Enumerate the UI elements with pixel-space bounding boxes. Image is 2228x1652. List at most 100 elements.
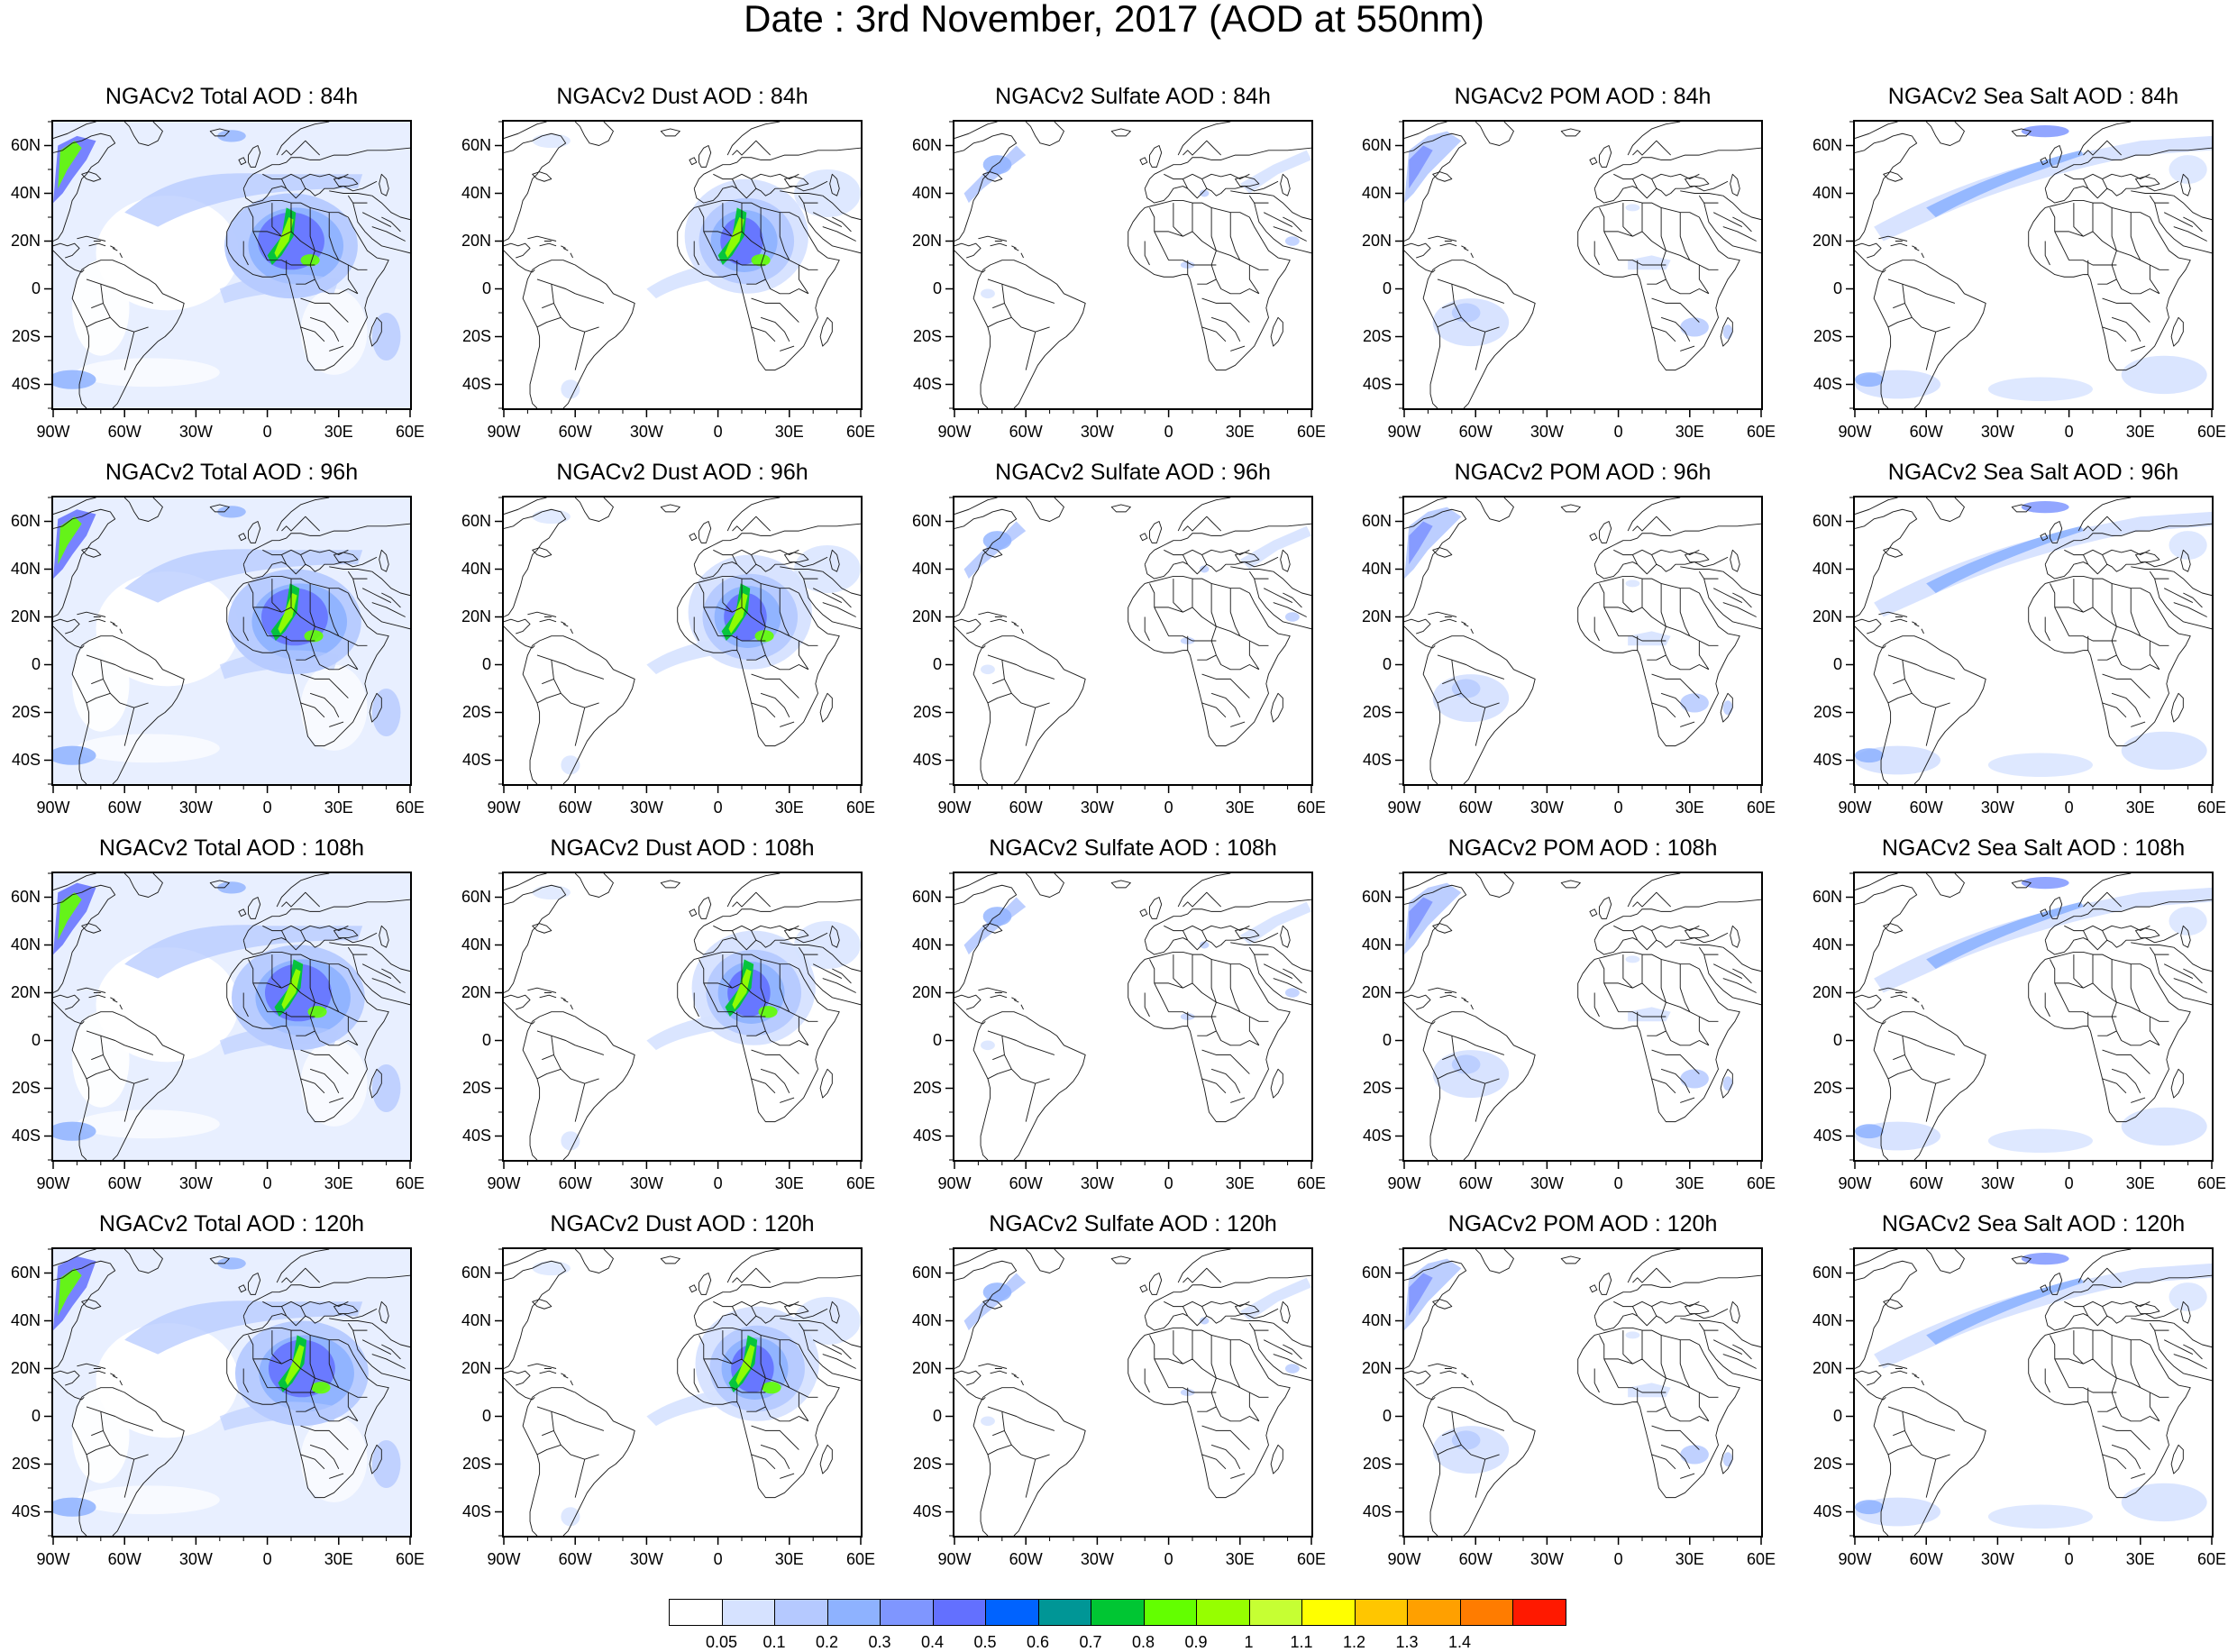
lat-tick-label: 0 (1832, 1406, 1842, 1425)
aod-shading (1239, 1277, 1311, 1321)
lat-tick-label: 60N (1361, 135, 1392, 154)
lon-tick-label: 60E (1746, 1174, 1776, 1192)
lat-tick-label: 60N (1361, 1263, 1392, 1282)
lat-tick-label: 40S (1813, 374, 1842, 393)
lat-tick-label: 20S (461, 326, 491, 345)
aod-map (1404, 497, 1761, 784)
lon-tick-label: 0 (1164, 799, 1173, 817)
aod-shading (124, 925, 363, 979)
lat-tick-label: 40N (1361, 1310, 1392, 1329)
lat-tick-label: 0 (1382, 654, 1392, 673)
aod-shading (1625, 955, 1640, 963)
aod-shading (1987, 1504, 2093, 1529)
lat-tick-label: 0 (1382, 1030, 1392, 1049)
colorbar-label: 0.9 (1184, 1633, 1208, 1651)
colorbar-swatch (669, 1599, 723, 1626)
lon-tick-label: 30E (774, 1550, 804, 1568)
lon-tick-label: 60E (395, 1550, 425, 1568)
aod-map (1404, 1249, 1761, 1536)
aod-shading (981, 1040, 995, 1051)
lat-tick-label: 20N (10, 607, 41, 625)
aod-shading (1432, 1050, 1510, 1099)
aod-shading (1239, 525, 1311, 570)
lon-tick-label: 0 (2064, 1174, 2074, 1192)
aod-shading (1284, 988, 1300, 998)
lat-tick-label: 40S (1362, 750, 1392, 769)
lat-tick-label: 20N (911, 607, 942, 625)
lon-tick-label: 60E (1296, 799, 1327, 817)
lon-tick-label: 60E (845, 799, 876, 817)
lat-tick-label: 40S (461, 1501, 491, 1520)
aod-shading (1680, 1069, 1709, 1089)
aod-shading (735, 1345, 755, 1386)
aod-shading (1722, 1452, 1733, 1467)
lat-tick-label: 60N (10, 1263, 41, 1282)
aod-shading (217, 506, 246, 518)
lon-tick-label: 0 (2064, 799, 2074, 817)
lat-tick-label: 0 (481, 278, 491, 297)
lat-tick-label: 60N (1812, 135, 1842, 154)
colorbar-swatch (826, 1599, 881, 1626)
aod-shading (217, 1257, 246, 1270)
aod-shading (794, 1297, 861, 1345)
colorbar-swatch (1407, 1599, 1461, 1626)
colorbar-label: 0.1 (762, 1633, 786, 1651)
lon-tick-label: 0 (2064, 1550, 2074, 1568)
lon-tick-label: 30W (1980, 1550, 2014, 1568)
lon-tick-label: 30E (1225, 1550, 1255, 1568)
lon-tick-label: 0 (2064, 423, 2074, 441)
aod-shading (532, 885, 571, 900)
map-frame (502, 120, 863, 410)
aod-shading (124, 549, 363, 603)
colorbar-label: 0.5 (973, 1633, 997, 1651)
lat-tick-label: 0 (481, 1030, 491, 1049)
lon-tick-label: 0 (1613, 799, 1623, 817)
lat-tick-label: 20S (1362, 326, 1392, 345)
lon-tick-label: 60W (1458, 423, 1493, 441)
aod-shading (2021, 124, 2069, 138)
aod-shading (1722, 324, 1733, 340)
colorbar-label: 1.4 (1447, 1633, 1472, 1651)
map-frame (502, 1247, 863, 1538)
lat-tick-label: 40N (911, 559, 942, 578)
lon-tick-label: 0 (1164, 423, 1173, 441)
aod-shading (754, 630, 774, 643)
lat-tick-label: 20S (461, 1078, 491, 1097)
aod-shading (281, 969, 301, 1010)
lat-tick-label: 60N (10, 135, 41, 154)
colorbar-swatch (1143, 1599, 1197, 1626)
lon-tick-label: 0 (1613, 423, 1623, 441)
aod-shading (751, 254, 771, 267)
aod-shading (1680, 1445, 1709, 1465)
aod-shading (732, 969, 752, 1010)
aod-shading (1722, 1076, 1733, 1091)
lon-tick-label: 30E (2125, 799, 2155, 817)
lon-tick-label: 60E (1746, 799, 1776, 817)
lat-tick-label: 60N (911, 1263, 942, 1282)
lat-tick-label: 0 (1382, 1406, 1392, 1425)
aod-shading (1451, 1430, 1481, 1450)
lon-tick-label: 30E (1225, 799, 1255, 817)
lon-tick-label: 60W (1909, 799, 1943, 817)
lon-tick-label: 90W (937, 1174, 972, 1192)
lon-tick-label: 30E (324, 799, 353, 817)
lon-tick-label: 60W (1458, 1550, 1493, 1568)
aod-shading (1432, 298, 1510, 347)
lat-tick-label: 20S (1362, 1454, 1392, 1473)
aod-shading (53, 1255, 96, 1331)
panel-title: NGACv2 POM AOD : 84h (1454, 84, 1712, 109)
aod-shading (219, 650, 339, 680)
lon-tick-label: 60E (2196, 423, 2227, 441)
map-frame (1402, 120, 1763, 410)
aod-shading (1284, 612, 1300, 622)
aod-map (1404, 122, 1761, 408)
coastline-outline (1404, 122, 1761, 408)
panel-title: NGACv2 POM AOD : 96h (1454, 460, 1712, 485)
aod-shading (96, 196, 239, 311)
lon-tick-label: 60W (1009, 1550, 1043, 1568)
lat-tick-label: 0 (31, 654, 41, 673)
aod-shading (762, 1382, 781, 1394)
panel-title: NGACv2 Sulfate AOD : 120h (989, 1211, 1277, 1237)
map-frame (1402, 872, 1763, 1162)
figure-title: Date : 3rd November, 2017 (AOD at 550nm) (744, 0, 1484, 40)
